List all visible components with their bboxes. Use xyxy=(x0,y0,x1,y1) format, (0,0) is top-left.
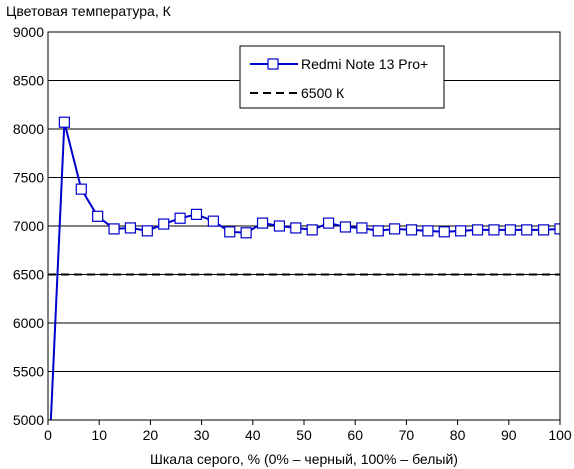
y-tick-label: 8500 xyxy=(13,73,44,89)
x-tick-label: 80 xyxy=(450,427,466,443)
data-point-marker xyxy=(356,222,368,234)
data-point-marker xyxy=(240,227,252,239)
x-tick-label: 30 xyxy=(194,427,210,443)
x-tick-label: 20 xyxy=(143,427,159,443)
plot-frame xyxy=(47,31,561,421)
y-tick-label: 9000 xyxy=(13,24,44,40)
y-tick-label: 6000 xyxy=(13,315,44,331)
data-point-marker xyxy=(190,208,203,220)
data-point-marker xyxy=(141,225,153,237)
data-point-marker xyxy=(174,212,186,224)
data-point-marker xyxy=(488,224,500,236)
data-point-marker xyxy=(273,220,286,232)
data-point-marker xyxy=(471,224,484,236)
data-point-marker xyxy=(158,218,170,230)
data-point-marker xyxy=(124,222,137,234)
data-point-marker xyxy=(207,215,219,227)
data-point-marker xyxy=(405,224,418,236)
x-tick-label: 60 xyxy=(347,427,363,443)
y-tick-label: 5000 xyxy=(13,412,44,428)
data-point-marker xyxy=(224,226,236,238)
y-tick-label: 8000 xyxy=(13,121,44,137)
data-point-marker xyxy=(58,116,70,128)
series-layer xyxy=(48,116,560,420)
x-tick-label: 100 xyxy=(548,427,572,443)
legend-marker-square-icon xyxy=(267,58,279,70)
data-point-marker xyxy=(438,226,450,238)
series-line-0 xyxy=(49,121,560,420)
legend-box xyxy=(239,45,445,109)
data-point-marker xyxy=(306,224,318,236)
data-point-marker xyxy=(455,225,467,237)
x-axis-title: Шкала серого, % (0% – черный, 100% – бел… xyxy=(150,451,458,467)
data-point-marker xyxy=(290,222,302,234)
y-tick-label: 6500 xyxy=(13,267,44,283)
legend: Redmi Note 13 Pro+ 6500 К xyxy=(239,45,445,109)
data-point-marker xyxy=(256,217,269,229)
x-tick-label: 10 xyxy=(91,427,107,443)
data-point-marker xyxy=(389,223,401,235)
x-tick-label: 50 xyxy=(296,427,312,443)
data-point-marker xyxy=(521,224,533,236)
data-point-marker xyxy=(554,223,560,235)
data-point-marker xyxy=(504,224,516,236)
data-point-marker xyxy=(322,217,335,229)
x-tick-label: 40 xyxy=(245,427,261,443)
data-point-marker xyxy=(538,224,550,236)
data-point-marker xyxy=(108,223,120,235)
legend-label-redmi: Redmi Note 13 Pro+ xyxy=(301,56,428,72)
data-point-marker xyxy=(422,225,434,237)
y-axis-title: Цветовая температура, К xyxy=(6,3,172,19)
y-tick-label: 7500 xyxy=(13,170,44,186)
x-tick-label: 70 xyxy=(399,427,415,443)
data-point-marker xyxy=(92,210,104,222)
data-point-marker xyxy=(339,221,352,233)
data-point-marker xyxy=(75,183,87,195)
y-tick-labels: 5000 5500 6000 6500 7000 7500 8000 8500 9000 xyxy=(13,24,44,428)
y-tick-label: 7000 xyxy=(13,218,44,234)
y-tick-label: 5500 xyxy=(13,364,44,380)
legend-label-6500k: 6500 К xyxy=(301,85,345,101)
x-tick-labels: 0 10 20 30 40 50 60 70 80 90 100 xyxy=(44,420,572,443)
data-point-marker xyxy=(372,225,384,237)
x-tick-label: 90 xyxy=(501,427,517,443)
x-tick-label: 0 xyxy=(44,427,52,443)
